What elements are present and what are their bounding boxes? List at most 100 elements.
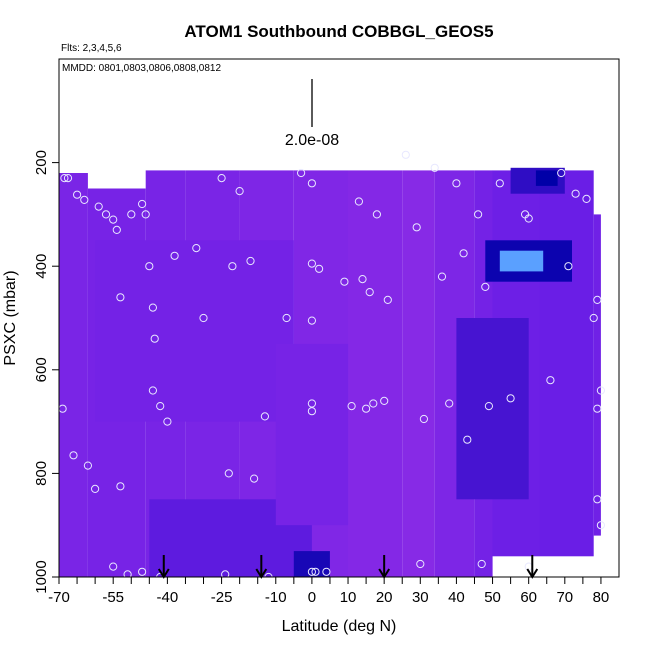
sample-point-2 — [73, 190, 82, 199]
sample-point-52 — [437, 272, 447, 281]
sample-point-87 — [416, 559, 425, 569]
sample-point-50 — [419, 414, 428, 424]
heat-cell-6 — [348, 170, 403, 577]
sample-point-59 — [484, 402, 493, 411]
dates-note: MMDD: 0801,0803,0806,0808,0812 — [62, 63, 221, 74]
heat-cell-21 — [499, 250, 544, 272]
heatmap-field — [59, 167, 601, 577]
sample-point-88 — [442, 580, 449, 587]
x-axis: -70 -55 -40 -25 -10 0 10 20 30 40 50 60 70 80 — [48, 577, 609, 606]
sample-point-77 — [69, 451, 78, 460]
sample-point-41 — [358, 275, 367, 284]
sample-point-55 — [459, 249, 468, 258]
sample-point-53 — [445, 399, 454, 408]
plot-frame — [58, 58, 620, 578]
sample-point-23 — [246, 256, 255, 266]
sample-point-47 — [383, 295, 392, 304]
x-tick-label: 70 — [556, 589, 573, 606]
sample-point-54 — [452, 179, 461, 188]
sample-point-67 — [571, 189, 580, 198]
sample-point-3 — [80, 195, 89, 204]
x-tick-label: -25 — [211, 589, 233, 606]
sample-point-60 — [495, 179, 504, 188]
sample-point-66 — [564, 262, 573, 271]
y-tick-label: 1000 — [33, 560, 50, 593]
sample-point-1 — [63, 174, 73, 183]
sample-point-70 — [593, 295, 602, 304]
x-tick-label: 40 — [448, 589, 465, 606]
sample-point-65 — [557, 168, 566, 178]
sample-point-79 — [91, 484, 100, 493]
sample-point-29 — [307, 179, 316, 188]
sample-point-5 — [101, 210, 111, 219]
sample-point-48 — [401, 150, 410, 159]
sample-point-30 — [307, 259, 316, 268]
sample-point-20 — [217, 174, 226, 183]
sample-point-37 — [322, 567, 331, 576]
sample-point-39 — [347, 402, 356, 411]
sample-point-31 — [315, 264, 324, 273]
sample-point-78 — [83, 461, 93, 470]
sample-point-9 — [138, 199, 147, 209]
sample-point-32 — [307, 316, 316, 325]
sample-point-73 — [593, 495, 602, 504]
sample-point-58 — [481, 282, 490, 291]
sample-point-0 — [60, 174, 69, 183]
sample-point-68 — [582, 194, 591, 203]
sample-point-42 — [362, 404, 371, 413]
heat-cell-17 — [456, 318, 529, 500]
sample-point-49 — [412, 223, 421, 232]
flights-note: Flts: 2,3,4,5,6 — [61, 43, 122, 54]
x-tick-label: -40 — [157, 589, 179, 606]
sample-point-80 — [116, 482, 125, 491]
heat-cell-11 — [539, 170, 594, 557]
sample-point-71 — [596, 386, 606, 395]
y-axis: 200 400 600 800 1000 — [33, 150, 59, 594]
sample-point-24 — [260, 412, 269, 421]
x-tick-label: -70 — [48, 589, 70, 606]
sample-point-51 — [430, 163, 439, 172]
sample-point-19 — [199, 313, 208, 323]
sample-point-11 — [145, 262, 154, 271]
sample-point-38 — [340, 277, 349, 286]
sample-point-40 — [354, 197, 363, 206]
sample-point-81 — [109, 562, 118, 571]
sample-point-64 — [546, 376, 555, 385]
sample-point-75 — [116, 293, 125, 302]
sample-point-36 — [311, 567, 320, 576]
heat-cell-12 — [593, 214, 601, 536]
sample-point-17 — [170, 251, 179, 260]
sample-point-35 — [307, 567, 316, 576]
sample-point-82 — [123, 570, 132, 577]
x-tick-label: 20 — [376, 589, 393, 606]
chart-title: ATOM1 Southbound COBBGL_GEOS5 — [184, 22, 493, 41]
sample-point-6 — [109, 215, 118, 224]
sample-point-57 — [474, 210, 483, 219]
heat-cell-19 — [535, 170, 558, 186]
sample-point-14 — [156, 402, 165, 411]
sample-point-91 — [524, 562, 533, 571]
x-tick-label: 80 — [593, 589, 610, 606]
x-tick-label: 60 — [520, 589, 537, 606]
y-tick-label: 800 — [33, 461, 50, 486]
sample-point-8 — [127, 210, 136, 219]
heat-cell-7 — [402, 170, 435, 577]
sample-point-44 — [369, 399, 378, 408]
sample-point-26 — [264, 572, 273, 577]
sample-point-76 — [59, 404, 67, 413]
sample-point-4 — [94, 202, 103, 211]
heat-cell-15 — [275, 343, 349, 526]
sample-point-69 — [589, 313, 598, 323]
sample-points — [59, 150, 606, 587]
y-tick-label: 200 — [33, 150, 50, 175]
y-tick-label: 400 — [33, 254, 50, 279]
sample-point-46 — [380, 396, 389, 405]
sample-point-45 — [372, 210, 381, 219]
x-tick-label: 50 — [484, 589, 501, 606]
sample-point-86 — [221, 570, 230, 577]
sample-point-43 — [365, 288, 374, 297]
sample-point-27 — [282, 313, 291, 323]
sample-point-72 — [593, 404, 602, 413]
sample-point-12 — [148, 303, 157, 312]
